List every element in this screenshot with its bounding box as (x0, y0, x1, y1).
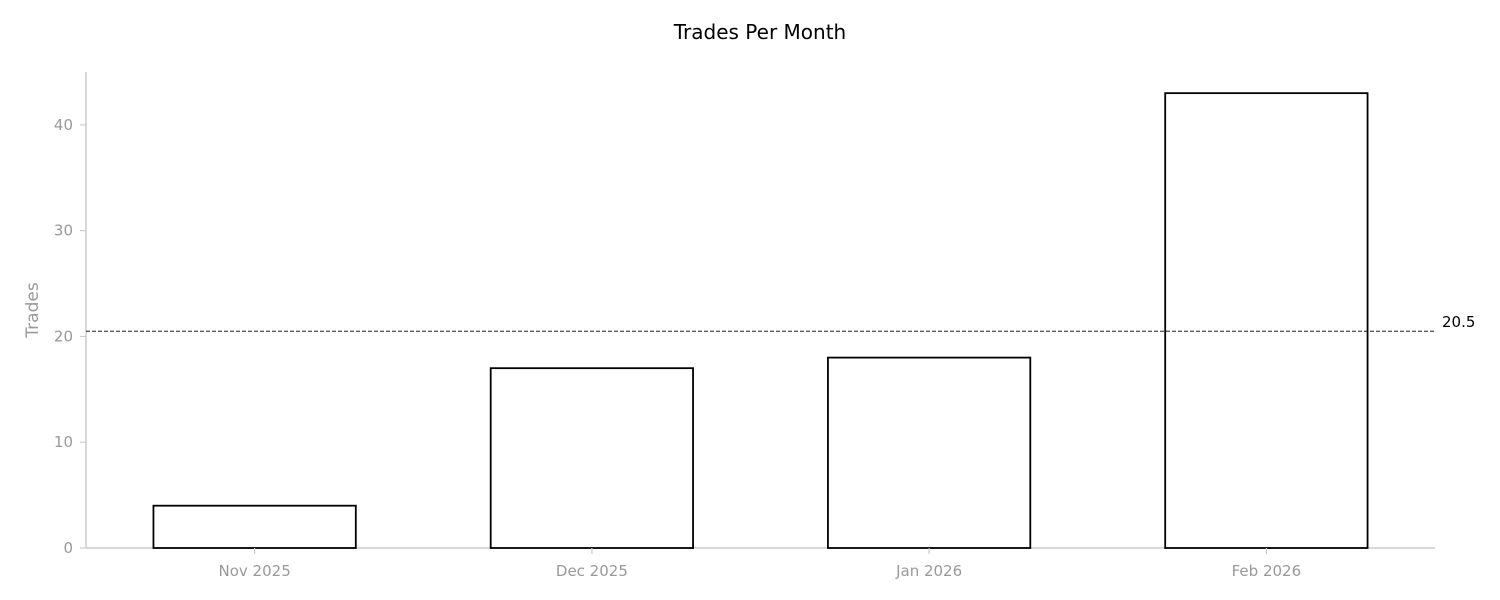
bar (827, 356, 1032, 549)
y-tick-label: 10 (54, 433, 73, 451)
y-axis-label: Trades (23, 282, 43, 339)
reference-line-label: 20.5 (1442, 313, 1475, 331)
plot-area: 0 10 20 30 40 Nov 2025 Dec 2025 Jan 2026 Feb 202… (54, 72, 1475, 580)
y-tick-label: 30 (54, 222, 73, 240)
y-tick-label: 20 (54, 327, 73, 345)
x-tick-label: Feb 2026 (1232, 562, 1302, 580)
y-tick-label: 40 (54, 116, 73, 134)
bar (152, 504, 357, 549)
x-tick-label: Nov 2025 (219, 562, 291, 580)
chart-title: Trades Per Month (673, 20, 846, 44)
bar (489, 367, 694, 549)
bar (1164, 92, 1369, 549)
y-tick-label: 0 (63, 539, 73, 557)
x-tick-label: Dec 2025 (556, 562, 628, 580)
x-tick-label: Jan 2026 (895, 562, 962, 580)
